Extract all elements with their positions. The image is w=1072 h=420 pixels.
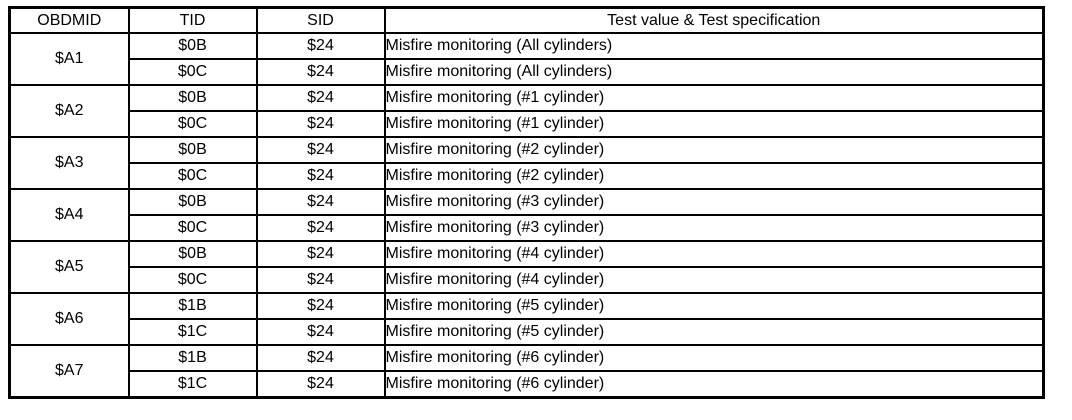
table-body: $A1 $0B $24 Misfire monitoring (All cylinde… bbox=[8, 32, 1045, 399]
tid-cell: $0B bbox=[127, 188, 258, 216]
test-cell: Misfire monitoring (#2 cylinder) bbox=[383, 162, 1045, 190]
tid-cell: $0C bbox=[127, 214, 258, 242]
sid-cell: $24 bbox=[255, 188, 386, 216]
obdmid-cell: $A6 bbox=[8, 292, 130, 346]
sid-cell: $24 bbox=[255, 240, 386, 268]
column-header-sid: SID bbox=[255, 6, 386, 34]
obdmid-cell: $A2 bbox=[8, 84, 130, 138]
obdmid-cell: $A1 bbox=[8, 32, 130, 86]
tid-cell: $0C bbox=[127, 266, 258, 294]
column-header-test: Test value & Test specification bbox=[383, 6, 1045, 34]
test-cell: Misfire monitoring (#3 cylinder) bbox=[383, 214, 1045, 242]
sid-cell: $24 bbox=[255, 344, 386, 372]
table-row: $A4 $0B $24 Misfire monitoring (#3 cylinder… bbox=[8, 188, 1045, 242]
test-cell: Misfire monitoring (#1 cylinder) bbox=[383, 84, 1045, 112]
sid-cell: $24 bbox=[255, 136, 386, 164]
sid-cell: $24 bbox=[255, 266, 386, 294]
table-row: $1C $24 Misfire monitoring (#6 cylinder) bbox=[10, 370, 1045, 399]
sid-cell: $24 bbox=[255, 214, 386, 242]
table-row: $A2 $0B $24 Misfire monitoring (#1 cylinder… bbox=[8, 84, 1045, 138]
table-row: $0C $24 Misfire monitoring (#3 cylinder) bbox=[10, 214, 1045, 242]
test-cell: Misfire monitoring (#5 cylinder) bbox=[383, 318, 1045, 346]
sid-cell: $24 bbox=[255, 162, 386, 190]
obdmid-cell: $A5 bbox=[8, 240, 130, 294]
test-cell: Misfire monitoring (#6 cylinder) bbox=[383, 370, 1045, 399]
sid-cell: $24 bbox=[255, 110, 386, 138]
table-row: $A1 $0B $24 Misfire monitoring (All cylinde… bbox=[8, 32, 1045, 86]
tid-cell: $0C bbox=[127, 58, 258, 86]
tid-cell: $0C bbox=[127, 162, 258, 190]
table-row: $A7 $1B $24 Misfire monitoring (#6 cylinder… bbox=[8, 344, 1045, 399]
test-cell: Misfire monitoring (#2 cylinder) bbox=[383, 136, 1045, 164]
tid-cell: $0B bbox=[127, 240, 258, 268]
test-cell: Misfire monitoring (#1 cylinder) bbox=[383, 110, 1045, 138]
test-cell: Misfire monitoring (#4 cylinder) bbox=[383, 266, 1045, 294]
table-row: $A5 $0B $24 Misfire monitoring (#4 cylinder… bbox=[8, 240, 1045, 294]
table-row: $0C $24 Misfire monitoring (All cylinders) bbox=[10, 58, 1045, 86]
obdmid-cell: $A4 bbox=[8, 188, 130, 242]
test-cell: Misfire monitoring (All cylinders) bbox=[383, 58, 1045, 86]
table-header-row: OBDMID TID SID Test value & Test specificat… bbox=[8, 6, 1045, 34]
column-header-obdmid: OBDMID bbox=[8, 6, 130, 34]
table-row: $A3 $0B $24 Misfire monitoring (#2 cylinder… bbox=[8, 136, 1045, 190]
sid-cell: $24 bbox=[255, 58, 386, 86]
table-row: $0C $24 Misfire monitoring (#1 cylinder) bbox=[10, 110, 1045, 138]
tid-cell: $0B bbox=[127, 84, 258, 112]
table-row: $A6 $1B $24 Misfire monitoring (#5 cylinder… bbox=[8, 292, 1045, 346]
tid-cell: $0B bbox=[127, 32, 258, 60]
table-row: $1C $24 Misfire monitoring (#5 cylinder) bbox=[10, 318, 1045, 346]
test-cell: Misfire monitoring (#5 cylinder) bbox=[383, 292, 1045, 320]
tid-cell: $0B bbox=[127, 136, 258, 164]
sid-cell: $24 bbox=[255, 32, 386, 60]
table-row: $0C $24 Misfire monitoring (#4 cylinder) bbox=[10, 266, 1045, 294]
sid-cell: $24 bbox=[255, 370, 386, 399]
obd-test-specification-table: OBDMID TID SID Test value & Test specificat… bbox=[8, 6, 1045, 399]
tid-cell: $0C bbox=[127, 110, 258, 138]
tid-cell: $1B bbox=[127, 292, 258, 320]
test-cell: Misfire monitoring (All cylinders) bbox=[383, 32, 1045, 60]
tid-cell: $1B bbox=[127, 344, 258, 372]
test-cell: Misfire monitoring (#4 cylinder) bbox=[383, 240, 1045, 268]
sid-cell: $24 bbox=[255, 292, 386, 320]
column-header-tid: TID bbox=[127, 6, 258, 34]
tid-cell: $1C bbox=[127, 370, 258, 399]
sid-cell: $24 bbox=[255, 318, 386, 346]
obdmid-cell: $A3 bbox=[8, 136, 130, 190]
sid-cell: $24 bbox=[255, 84, 386, 112]
test-cell: Misfire monitoring (#3 cylinder) bbox=[383, 188, 1045, 216]
table-row: $0C $24 Misfire monitoring (#2 cylinder) bbox=[10, 162, 1045, 190]
obdmid-cell: $A7 bbox=[8, 344, 130, 399]
tid-cell: $1C bbox=[127, 318, 258, 346]
test-cell: Misfire monitoring (#6 cylinder) bbox=[383, 344, 1045, 372]
